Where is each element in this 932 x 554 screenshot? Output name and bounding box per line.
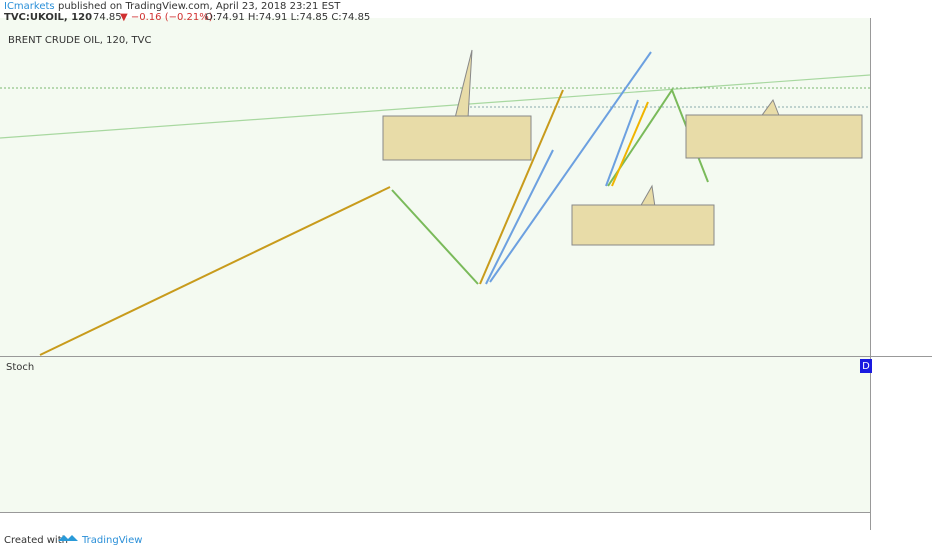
pane-title: Stoch [6,362,34,373]
annotation-box [571,204,715,246]
arrow [479,89,564,285]
footer-brand: TradingView [81,535,142,546]
published: published on TradingView.com, April 23, … [58,1,341,12]
last: 74.85 [93,12,122,23]
marker-box [860,359,872,373]
arrow [391,189,479,285]
chart-title: BRENT CRUDE OIL, 120, TVC [8,35,151,46]
arrow [611,101,649,187]
symbol: TVC:UKOIL, 120 [4,12,92,23]
annotation-box [685,114,863,159]
logo [58,535,78,541]
arrow [605,99,639,187]
callout [639,184,656,208]
arrow [39,186,391,356]
channel-line [0,74,871,139]
publisher: ICmarkets [4,1,55,12]
callout [759,98,781,119]
marker: D [862,361,870,372]
callouts [454,49,781,208]
footer-created: Created with [4,535,68,546]
ohlc: O:74.91 H:74.91 L:74.85 C:74.85 [205,12,370,23]
arrow [485,149,554,285]
plot-bg [0,18,870,512]
change: ▼ −0.16 (−0.21%) [120,12,213,23]
arrow [489,51,652,283]
annotation-box [382,115,532,161]
callout [454,49,473,119]
